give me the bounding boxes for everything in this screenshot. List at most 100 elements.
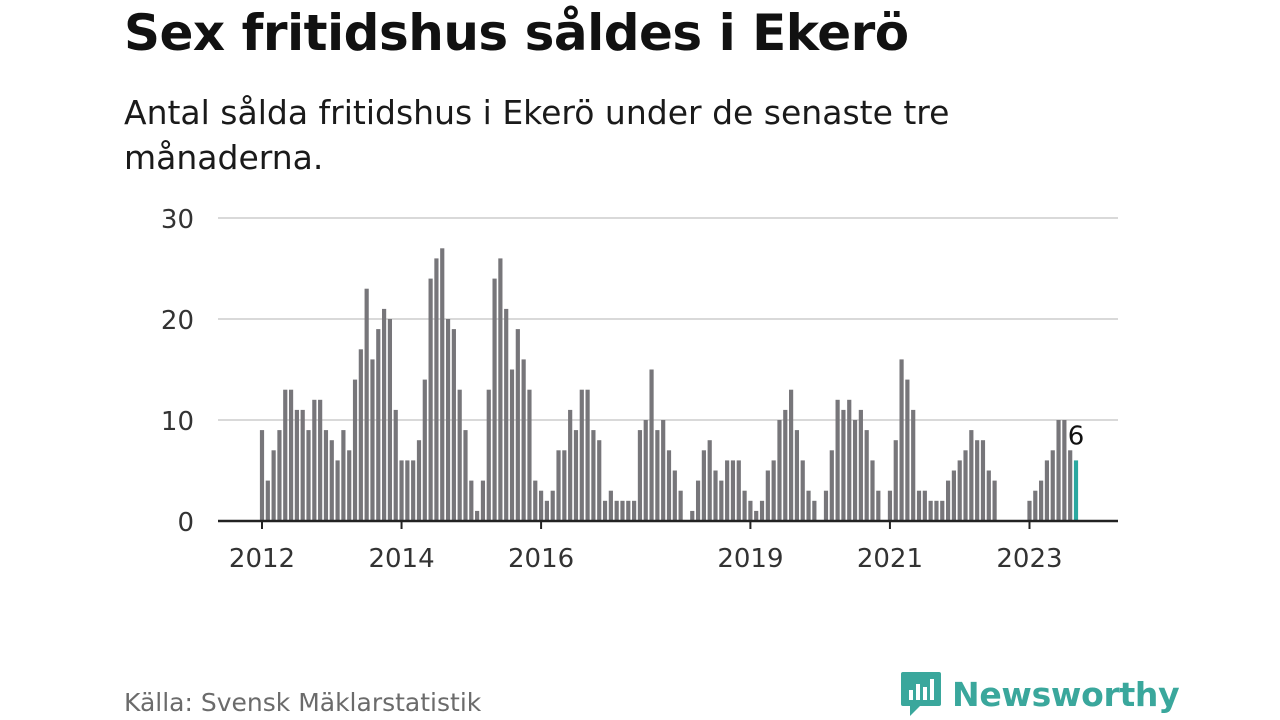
x-axis-ticks: 2012 2014 2016 2019 2021 2023	[229, 521, 1063, 574]
bar	[736, 460, 741, 521]
bar	[754, 510, 759, 521]
bar	[725, 460, 730, 521]
bar	[655, 430, 660, 521]
bar	[637, 430, 643, 521]
bar	[812, 500, 817, 521]
bar	[1039, 480, 1044, 521]
bar	[480, 480, 486, 521]
bar	[602, 500, 608, 521]
bar	[428, 278, 433, 521]
bar	[957, 460, 962, 521]
bar	[486, 389, 491, 521]
bar	[847, 399, 852, 521]
bar	[515, 329, 520, 521]
bar	[899, 359, 904, 521]
bar	[719, 480, 724, 521]
bar	[533, 480, 538, 521]
chart-title: Sex fritidshus såldes i Ekerö	[124, 4, 909, 62]
bar	[661, 420, 666, 521]
bar	[422, 379, 427, 521]
bar	[1050, 450, 1055, 521]
bar	[934, 500, 939, 521]
bar	[376, 329, 381, 521]
bar	[538, 490, 544, 521]
bar	[823, 490, 829, 521]
bar	[323, 430, 329, 521]
bar	[463, 430, 468, 521]
bar	[434, 258, 439, 521]
bar	[748, 500, 753, 521]
y-tick-label: 10	[161, 407, 194, 437]
bar	[887, 490, 893, 521]
bar	[265, 480, 270, 521]
bar	[393, 409, 398, 521]
bar	[591, 430, 596, 521]
brand: Newsworthy	[900, 670, 1180, 718]
bar	[632, 500, 637, 521]
bar	[922, 490, 927, 521]
bar	[440, 248, 445, 522]
bar	[614, 500, 619, 521]
bar	[765, 470, 770, 521]
bar	[382, 308, 387, 521]
bar	[1044, 460, 1050, 521]
bar	[318, 399, 323, 521]
y-tick-label: 30	[161, 205, 194, 235]
bar	[945, 480, 951, 521]
bar	[783, 409, 788, 521]
bar	[707, 440, 712, 521]
bar	[416, 440, 422, 521]
y-axis-ticks: 0 10 20 30	[161, 205, 194, 538]
data-labels: 6	[1068, 421, 1085, 451]
bar	[469, 480, 474, 521]
bar	[387, 319, 393, 521]
x-tick-label: 2021	[857, 544, 923, 574]
x-tick-label: 2019	[717, 544, 783, 574]
bar	[759, 500, 765, 521]
bar	[835, 399, 840, 521]
x-tick-label: 2016	[508, 544, 574, 574]
bar	[312, 399, 317, 521]
bar	[259, 430, 265, 521]
bar	[498, 258, 503, 521]
bar	[457, 389, 462, 521]
bar	[905, 379, 910, 521]
bar	[1068, 450, 1073, 521]
bar	[963, 450, 968, 521]
bar	[399, 460, 404, 521]
bar	[288, 389, 294, 521]
bar	[300, 409, 305, 521]
highlight-value-label: 6	[1068, 421, 1085, 451]
bar	[928, 500, 933, 521]
bars	[259, 248, 1079, 522]
bar	[992, 480, 997, 521]
bar	[649, 369, 654, 521]
bar	[335, 460, 340, 521]
bar	[521, 359, 526, 521]
x-tick-label: 2023	[996, 544, 1062, 574]
bar	[527, 389, 532, 521]
bar	[550, 490, 555, 521]
bar	[451, 329, 456, 521]
bar	[794, 430, 800, 521]
bar	[916, 490, 922, 521]
bar	[742, 490, 747, 521]
bar	[975, 440, 980, 521]
bar	[911, 409, 916, 521]
bar	[1027, 500, 1032, 521]
chart-subtitle: Antal sålda fritidshus i Ekerö under de …	[124, 93, 950, 177]
bar	[893, 440, 898, 521]
bar	[800, 460, 805, 521]
bar	[370, 359, 375, 521]
bar	[1033, 490, 1038, 521]
bar	[806, 490, 811, 521]
bar	[277, 430, 282, 521]
bar	[608, 490, 613, 521]
bar	[544, 500, 549, 521]
x-tick-label: 2012	[229, 544, 295, 574]
bar	[475, 510, 480, 521]
bar	[852, 420, 858, 521]
bar-chart: 0 10 20 30 2012 2014 2016 2019 2021 2023 6	[161, 205, 1118, 574]
bar	[672, 470, 677, 521]
bar	[870, 460, 875, 521]
